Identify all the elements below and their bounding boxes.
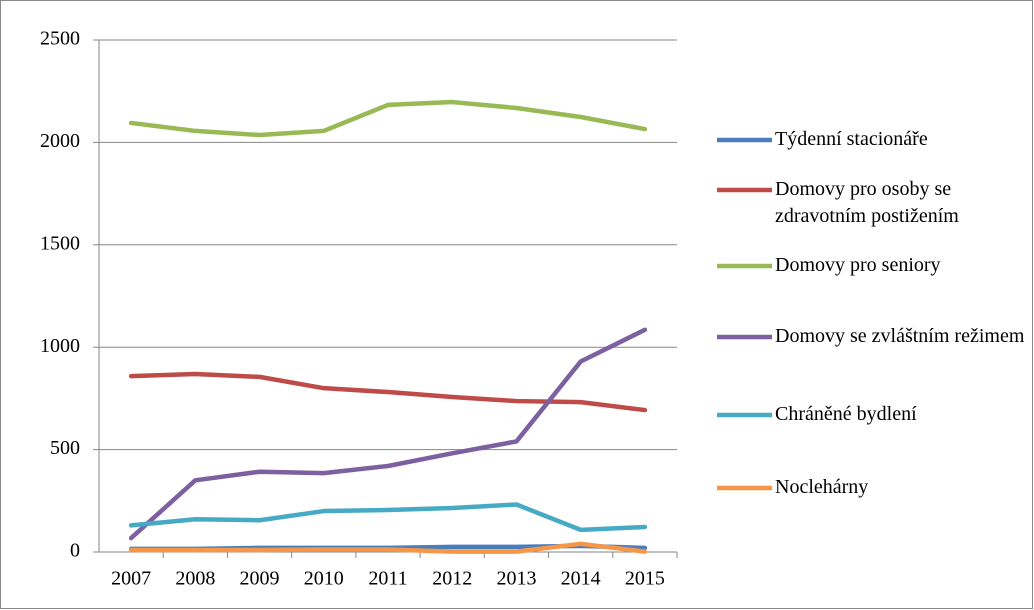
- x-tick-label: 2008: [175, 568, 215, 590]
- legend-label: Chráněné bydlení: [775, 403, 917, 425]
- x-tick-label: 2015: [625, 568, 665, 590]
- legend-label: Týdenní stacionáře: [775, 128, 928, 150]
- legend-label: Domovy pro osoby se zdravotním postižení…: [775, 178, 959, 227]
- legend-label: Domovy se zvláštním režimem: [775, 325, 1025, 347]
- y-tick-label: 2000: [40, 130, 80, 152]
- x-tick-label: 2013: [496, 568, 536, 590]
- x-tick-label: 2014: [561, 568, 601, 590]
- series-line: [128, 502, 648, 533]
- legend-label: Domovy pro seniory: [775, 254, 941, 276]
- y-tick-label: 1000: [40, 335, 80, 357]
- x-tick-label: 2007: [111, 568, 151, 590]
- x-tick-label: 2009: [240, 568, 280, 590]
- series-line: [128, 327, 648, 541]
- series-line: [128, 541, 648, 554]
- x-tick-label: 2012: [432, 568, 472, 590]
- series-line: [128, 371, 648, 413]
- y-tick-label: 1500: [40, 232, 80, 254]
- y-tick-label: 500: [50, 437, 80, 459]
- y-tick-label: 2500: [40, 28, 80, 50]
- series-line: [128, 99, 648, 138]
- x-tick-label: 2010: [304, 568, 344, 590]
- legend-label: Noclehárny: [775, 476, 869, 498]
- x-tick-label: 2011: [368, 568, 407, 590]
- y-tick-label: 0: [70, 540, 80, 562]
